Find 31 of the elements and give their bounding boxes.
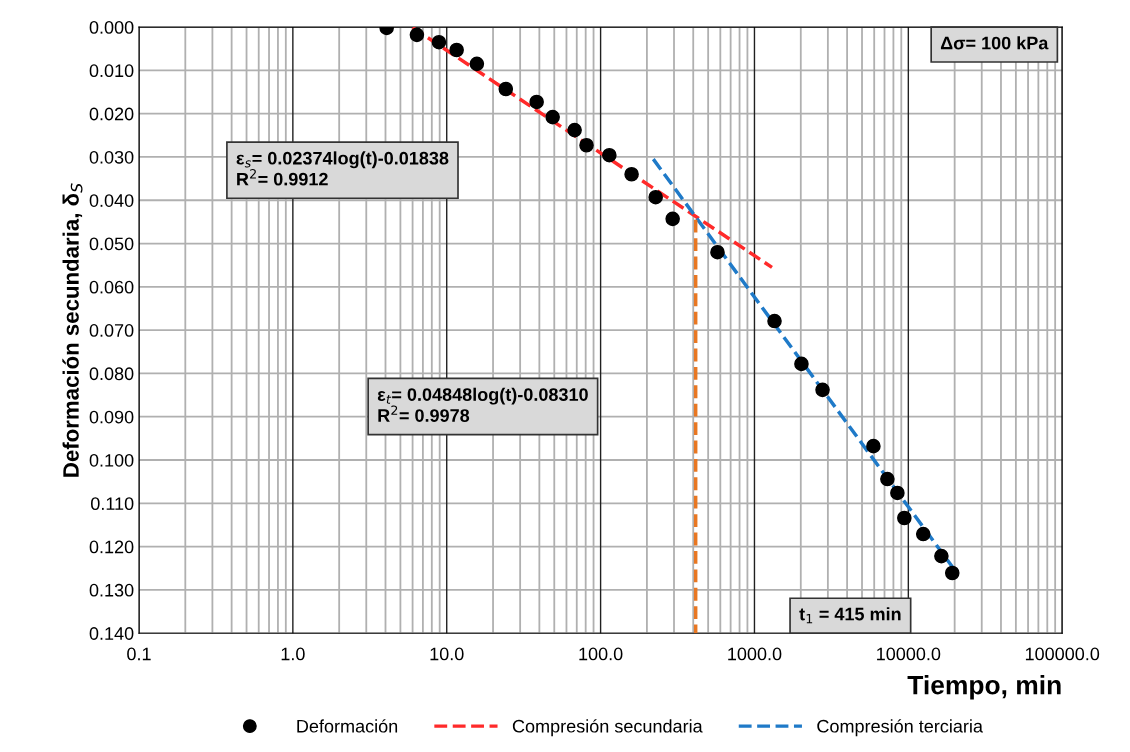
y-tick-label: 0.110	[90, 497, 134, 511]
y-tick-label: 0.120	[89, 540, 134, 554]
y-tick-label: 0.050	[89, 237, 134, 251]
y-tick-label: 0.070	[89, 324, 134, 337]
annotation: t$_{1}$ = 415 min	[799, 607, 901, 624]
y-tick-label: 0.060	[89, 280, 134, 294]
x-tick-label: 10.0	[430, 647, 464, 661]
x-tick-label: 0.1	[127, 647, 151, 661]
y-tick-label: 0.080	[89, 367, 134, 381]
y-tick-label: 0.010	[89, 64, 134, 78]
x-tick-label: 1000.0	[728, 647, 782, 661]
annotation: ε$_{s}$= 0.02374log(t)-0.01838 R$^{2}$= 0.9912	[236, 151, 449, 186]
y-tick-label: 0.040	[89, 194, 134, 207]
legend-label: Compresión secundaria	[512, 719, 703, 737]
x-tick-label: 100000.0	[1025, 647, 1100, 661]
y-tick-label: 0.130	[89, 583, 134, 597]
y-axis-title: Deformación secundaria, δ$_{S}$	[62, 183, 83, 477]
x-tick-label: 1.0	[281, 647, 305, 661]
y-tick-label: 0.030	[89, 150, 134, 164]
annotation: Δσ= 100 kPa	[940, 36, 1049, 50]
annotation: ε$_{t}$= 0.04848log(t)-0.08310 R$^{2}$= 0.9978	[377, 387, 588, 422]
legend-label: Compresión terciaria	[817, 719, 983, 737]
y-tick-label: 0.020	[89, 107, 134, 121]
x-tick-label: 100.0	[579, 647, 623, 661]
y-tick-label: 0.090	[89, 410, 134, 424]
y-tick-label: 0.000	[89, 21, 134, 34]
y-tick-label: 0.100	[89, 453, 134, 467]
x-axis-title: Tiempo, min	[907, 675, 1061, 700]
legend-label: Deformación	[297, 719, 398, 733]
x-tick-label: 10000.0	[877, 647, 941, 661]
y-tick-label: 0.140	[89, 627, 134, 640]
